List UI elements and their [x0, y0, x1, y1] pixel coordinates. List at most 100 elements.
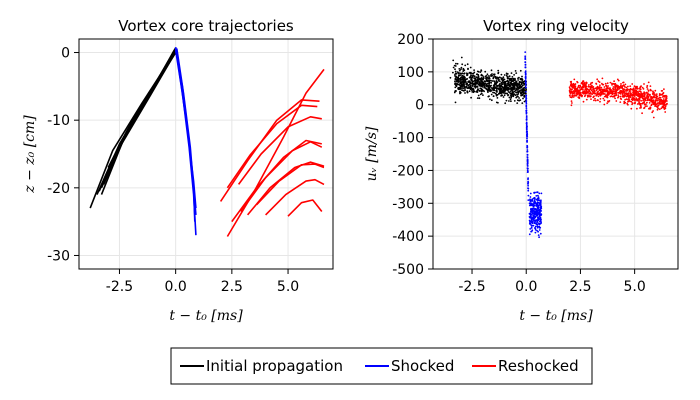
velocity-initial-point [494, 87, 497, 89]
velocity-shocked-point [537, 219, 539, 221]
velocity-shocked-point [528, 233, 531, 236]
velocity-shocked-point [526, 165, 529, 167]
velocity-reshocked-point [648, 98, 651, 101]
velocity-initial-point [476, 88, 479, 90]
velocity-initial-point [523, 96, 526, 98]
velocity-initial-point [470, 96, 472, 99]
velocity-shocked-point [530, 208, 533, 211]
velocity-reshocked-point [642, 97, 645, 100]
velocity-shocked-point [540, 192, 543, 195]
velocity-initial-point [490, 79, 492, 82]
velocity-reshocked-point [662, 92, 665, 94]
velocity-initial-point [511, 86, 514, 89]
trajectories-x-label: t − t₀ [ms] [169, 308, 243, 324]
velocity-shocked-point [531, 221, 534, 224]
velocity-shocked-point [536, 226, 539, 229]
velocity-initial-point [485, 84, 487, 87]
velocity-initial-point [452, 59, 455, 62]
velocity-reshocked-point [577, 90, 580, 92]
velocity-initial-point [486, 82, 489, 85]
velocity-initial-point [488, 84, 490, 87]
velocity-shocked-point [528, 212, 531, 215]
velocity-shocked-point [536, 229, 538, 232]
velocity-shocked-point [525, 104, 528, 107]
velocity-initial-point [460, 73, 463, 75]
velocity-reshocked-point [620, 98, 623, 100]
trajectory-initial-line-9 [107, 47, 177, 168]
velocity-shocked-point [525, 122, 528, 125]
velocity-initial-point [479, 71, 482, 73]
velocity-initial-point [510, 72, 513, 74]
velocity-shocked-point [534, 216, 537, 219]
velocity-shocked-point [533, 221, 536, 224]
velocity-shocked-point [539, 203, 542, 205]
velocity-reshocked-point [581, 91, 584, 94]
velocity-initial-point [518, 85, 521, 88]
velocity-reshocked-point [606, 82, 609, 85]
velocity-reshocked-point [652, 99, 655, 102]
velocity-initial-point [510, 96, 513, 99]
velocity-reshocked-point [571, 95, 574, 98]
velocity-reshocked-point [651, 111, 654, 114]
velocity-reshocked-point [659, 98, 662, 101]
velocity-reshocked-point [599, 94, 602, 97]
velocity-reshocked-point [569, 92, 572, 95]
velocity-x-label: t − t₀ [ms] [519, 308, 593, 324]
velocity-initial-point [488, 82, 490, 85]
velocity-initial-point [497, 77, 500, 80]
velocity-initial-point [458, 74, 460, 76]
velocity-initial-point [478, 97, 481, 100]
velocity-reshocked-point [608, 87, 611, 89]
velocity-reshocked-point [602, 97, 605, 100]
velocity-y-ticks: 200 100 0 -100 -200 -300 -400 -500 [392, 32, 433, 278]
velocity-reshocked-point [641, 86, 644, 89]
trajectories-title: Vortex core trajectories [118, 17, 294, 35]
velocity-initial-point [475, 91, 478, 93]
velocity-initial-point [513, 74, 515, 76]
velocity-reshocked-point [617, 96, 619, 99]
velocity-initial-point [471, 75, 474, 78]
velocity-shocked-point [536, 201, 539, 204]
velocity-reshocked-point [664, 111, 667, 113]
velocity-initial-point [476, 97, 479, 99]
velocity-shocked-point [531, 212, 533, 215]
velocity-initial-point [500, 73, 503, 76]
velocity-reshocked-point [593, 89, 595, 91]
velocity-shocked-point [538, 220, 541, 223]
velocity-shocked-point [526, 156, 529, 159]
trajectories-y-ticks: 0 -10 -20 -30 [47, 46, 79, 264]
velocity-reshocked-point [614, 92, 617, 95]
velocity-initial-point [503, 88, 505, 91]
velocity-reshocked-point [646, 101, 648, 104]
velocity-initial-point [495, 101, 498, 104]
velocity-shocked-point [527, 184, 529, 187]
legend-label-initial: Initial propagation [206, 357, 343, 375]
velocity-shocked-point [538, 213, 541, 216]
velocity-shocked-point [531, 224, 533, 227]
velocity-shocked-point [539, 209, 542, 211]
velocity-reshocked-point [568, 94, 571, 97]
velocity-shocked-point [532, 209, 534, 211]
velocity-initial-point [461, 84, 463, 87]
velocity-shocked-point [536, 215, 539, 217]
velocity-initial-point [509, 81, 512, 84]
velocity-initial-point [509, 92, 512, 95]
velocity-shocked-point [527, 180, 529, 183]
velocity-initial-point [457, 83, 459, 85]
velocity-reshocked-point [599, 98, 602, 100]
velocity-shocked-point [533, 200, 536, 203]
velocity-reshocked-point [633, 102, 636, 105]
velocity-initial-point [519, 84, 521, 87]
velocity-reshocked-point [587, 85, 590, 88]
velocity-shocked-point [540, 207, 543, 210]
velocity-reshocked-point [570, 85, 573, 88]
velocity-reshocked-point [570, 80, 573, 83]
velocity-initial-point [518, 76, 520, 79]
velocity-reshocked-point [659, 102, 662, 105]
velocity-initial-point [459, 88, 461, 91]
velocity-initial-point [463, 90, 465, 92]
velocity-reshocked-point [655, 103, 658, 106]
velocity-reshocked-point [621, 85, 624, 87]
velocity-reshocked-point [627, 92, 630, 95]
velocity-title: Vortex ring velocity [483, 17, 629, 35]
